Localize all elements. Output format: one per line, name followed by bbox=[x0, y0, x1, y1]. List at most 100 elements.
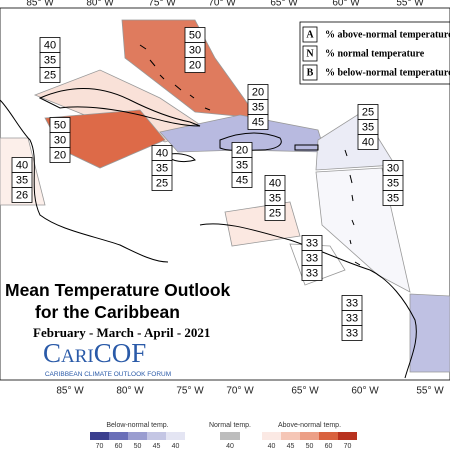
colorbar-swatch bbox=[300, 432, 319, 440]
prob-box bbox=[151, 175, 173, 191]
colorbar-tick: 40 bbox=[226, 443, 234, 450]
longitude-label: 60° W bbox=[332, 0, 360, 9]
prob-box bbox=[357, 134, 379, 150]
colorbar-swatch bbox=[281, 432, 300, 440]
prob-value: 33 bbox=[346, 312, 358, 324]
prob-value: 35 bbox=[156, 162, 168, 174]
colorbar-swatch bbox=[166, 432, 185, 440]
key-letter-box bbox=[302, 26, 318, 43]
colorbar-tick: 60 bbox=[115, 443, 123, 450]
prob-box bbox=[264, 205, 286, 221]
colorbar-swatch bbox=[147, 432, 166, 440]
prob-value: 35 bbox=[16, 174, 28, 186]
prob-value: 20 bbox=[236, 144, 248, 156]
coastline bbox=[164, 153, 196, 163]
colorbar-tick: 45 bbox=[153, 443, 161, 450]
prob-value: 35 bbox=[236, 159, 248, 171]
coastline bbox=[294, 144, 319, 151]
longitude-label: 70° W bbox=[226, 386, 254, 397]
colorbar-swatch bbox=[338, 432, 357, 440]
longitude-label: 80° W bbox=[86, 0, 114, 9]
colorbar-tick: 40 bbox=[172, 443, 180, 450]
prob-value: 26 bbox=[16, 189, 28, 201]
prob-value: 35 bbox=[44, 54, 56, 66]
coastline bbox=[0, 99, 169, 263]
colorbar-label: Normal temp. bbox=[209, 422, 251, 429]
key-box bbox=[299, 21, 450, 85]
colorbar-tick: 45 bbox=[287, 443, 295, 450]
prob-box bbox=[247, 114, 269, 130]
longitude-label: 55° W bbox=[416, 386, 444, 397]
prob-box bbox=[341, 325, 363, 341]
prob-value: 25 bbox=[269, 207, 281, 219]
prob-value: 35 bbox=[269, 192, 281, 204]
colorbar-swatch bbox=[109, 432, 128, 440]
longitude-label: 75° W bbox=[148, 0, 176, 9]
colorbar-label: Above-normal temp. bbox=[278, 422, 341, 429]
prob-value: 35 bbox=[387, 192, 399, 204]
prob-value: 45 bbox=[236, 174, 248, 186]
prob-value: 40 bbox=[44, 39, 56, 51]
colorbar-tick: 70 bbox=[96, 443, 104, 450]
coastline bbox=[199, 223, 417, 379]
colorbar: Below-normal temp. 70 60 50 45 40 Normal temp.… bbox=[90, 422, 357, 450]
prob-box bbox=[382, 190, 404, 206]
prob-value: 35 bbox=[387, 177, 399, 189]
prob-box bbox=[11, 187, 33, 203]
colorbar-tick: 50 bbox=[134, 443, 142, 450]
key-letter-box bbox=[302, 64, 318, 81]
prob-value: 40 bbox=[16, 159, 28, 171]
colorbar-tick: 70 bbox=[344, 443, 352, 450]
region-boxes: 50 30 20 40 35 25 50 30 20 20 35 45 25 35 40 40 35 25 20 35… bbox=[11, 27, 404, 341]
prob-value: 25 bbox=[156, 177, 168, 189]
key: A % above-normal temperature N % normal tem… bbox=[299, 21, 450, 85]
colorbar-tick: 60 bbox=[325, 443, 333, 450]
longitude-label: 70° W bbox=[208, 0, 236, 9]
prob-value: 25 bbox=[44, 69, 56, 81]
logo-name: CariCOF bbox=[43, 338, 146, 368]
colorbar-label: Below-normal temp. bbox=[106, 422, 168, 429]
key-letter: N bbox=[306, 48, 314, 59]
title-line: for the Caribbean bbox=[35, 302, 180, 322]
title-line: Mean Temperature Outlook bbox=[5, 280, 231, 300]
longitude-label: 65° W bbox=[291, 386, 319, 397]
key-text: % normal temperature bbox=[325, 48, 425, 59]
prob-box bbox=[231, 172, 253, 188]
prob-value: 35 bbox=[362, 121, 374, 133]
prob-value: 50 bbox=[189, 29, 201, 41]
prob-box bbox=[49, 147, 71, 163]
longitude-label: 85° W bbox=[56, 386, 84, 397]
longitude-label: 75° W bbox=[176, 386, 204, 397]
prob-box bbox=[39, 67, 61, 83]
prob-value: 33 bbox=[346, 297, 358, 309]
longitude-labels: 85° W 80° W 75° W 70° W 65° W 60° W 55° W 85° W… bbox=[26, 0, 444, 397]
key-letter-box bbox=[302, 45, 318, 62]
logo-tagline: CARIBBEAN CLIMATE OUTLOOK FORUM bbox=[45, 371, 171, 378]
prob-value: 25 bbox=[362, 106, 374, 118]
colorbar-swatch bbox=[262, 432, 281, 440]
prob-value: 50 bbox=[54, 119, 66, 131]
key-rows: A % above-normal temperature N % normal tem… bbox=[302, 26, 450, 81]
coastline bbox=[38, 88, 201, 127]
key-text: % below-normal temperature bbox=[325, 67, 450, 78]
prob-value: 20 bbox=[189, 59, 201, 71]
coastline bbox=[344, 149, 361, 266]
longitude-label: 85° W bbox=[26, 0, 54, 9]
prob-value: 45 bbox=[252, 116, 264, 128]
longitude-label: 60° W bbox=[351, 386, 379, 397]
prob-value: 33 bbox=[306, 252, 318, 264]
prob-value: 33 bbox=[306, 267, 318, 279]
prob-value: 35 bbox=[252, 101, 264, 113]
prob-value: 30 bbox=[54, 134, 66, 146]
longitude-label: 55° W bbox=[396, 0, 424, 9]
prob-value: 33 bbox=[306, 237, 318, 249]
prob-value: 20 bbox=[252, 86, 264, 98]
prob-value: 33 bbox=[346, 327, 358, 339]
prob-value: 20 bbox=[54, 149, 66, 161]
prob-value: 30 bbox=[189, 44, 201, 56]
colorbar-tick: 50 bbox=[306, 443, 314, 450]
prob-value: 30 bbox=[387, 162, 399, 174]
key-letter: B bbox=[307, 67, 314, 78]
period: February - March - April - 2021 bbox=[33, 325, 210, 340]
